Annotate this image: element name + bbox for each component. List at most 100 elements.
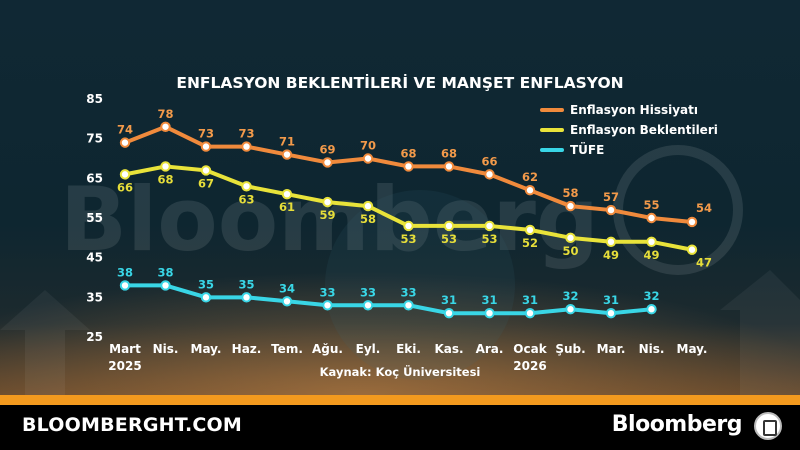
data-label: 50 [562, 244, 578, 258]
data-label: 70 [360, 139, 376, 153]
bloomberg-logo: Bloomberg [611, 412, 743, 437]
data-label: 66 [481, 154, 497, 168]
data-point [686, 216, 698, 228]
y-tick-label: 45 [86, 251, 103, 265]
data-point [605, 236, 617, 248]
series-lines [119, 121, 698, 319]
data-label: 58 [562, 186, 578, 200]
data-point [322, 157, 333, 168]
x-tick-label: Mart [109, 342, 141, 356]
x-tick-label: Eyl. [356, 342, 381, 356]
x-tick-label: Ağu. [312, 342, 343, 356]
data-label: 73 [198, 127, 214, 141]
y-tick-label: 35 [86, 290, 103, 304]
arrow-up-left-shape [0, 290, 90, 405]
site-url[interactable]: BLOOMBERGHT.COM [22, 414, 243, 436]
data-point [362, 300, 374, 311]
data-label: 33 [360, 285, 376, 299]
legend-label: TÜFE [570, 142, 604, 157]
background-photo: Bloomberg [0, 0, 800, 405]
ht-emblem-icon [754, 412, 782, 440]
data-label: 62 [522, 170, 538, 184]
data-label: 38 [117, 265, 133, 279]
data-label: 52 [522, 236, 538, 250]
data-label: 69 [319, 142, 335, 156]
x-tick-label: Haz. [232, 342, 262, 356]
legend-label: Enflasyon Beklentileri [570, 123, 718, 137]
data-point [524, 224, 536, 236]
data-point [281, 189, 293, 200]
data-point [565, 304, 576, 315]
data-point [646, 304, 657, 315]
y-tick-label: 65 [86, 171, 103, 185]
data-point [119, 280, 131, 291]
data-point [119, 137, 131, 148]
data-point [281, 149, 293, 160]
x-tick-label: Nis. [639, 342, 665, 356]
data-point [484, 308, 495, 319]
data-label: 38 [157, 265, 173, 279]
x-tick-label: Ocak [513, 342, 547, 356]
data-point [241, 141, 252, 152]
footer-accent-strip [0, 395, 800, 405]
y-tick-label: 85 [86, 92, 103, 106]
data-point [646, 236, 657, 248]
x-tick-label: Ara. [476, 342, 504, 356]
x-year-label: 2026 [513, 359, 546, 373]
data-label: 66 [117, 180, 133, 194]
data-point [686, 244, 698, 255]
data-label: 74 [117, 123, 133, 137]
data-point [403, 300, 414, 311]
line-chart: ENFLASYON BEKLENTİLERİ VE MANŞET ENFLASY… [86, 73, 718, 379]
data-point [484, 220, 495, 232]
data-label: 31 [603, 293, 619, 307]
data-label: 53 [481, 232, 497, 246]
data-point [241, 181, 252, 192]
data-label: 73 [238, 127, 254, 141]
data-point [160, 161, 171, 172]
data-point [605, 204, 617, 216]
data-labels: 74 78 73 73 71 69 70 68 68 66 62 58 57 55 54 66 68 67 63 61… [117, 107, 712, 307]
data-point [646, 212, 657, 224]
data-point [484, 169, 495, 180]
data-label: 47 [696, 256, 712, 270]
data-point [200, 292, 212, 303]
data-point [160, 121, 171, 132]
data-label: 34 [279, 281, 295, 295]
x-tick-label: Eki. [396, 342, 421, 356]
data-label: 59 [319, 208, 335, 222]
x-tick-label: Mar. [597, 342, 626, 356]
bloomberg-watermark: Bloomberg [60, 168, 599, 271]
data-point [443, 220, 455, 232]
data-label: 68 [441, 146, 457, 160]
data-point [565, 232, 576, 244]
x-year-label: 2025 [108, 359, 141, 373]
data-point [200, 141, 212, 152]
data-point [524, 185, 536, 196]
arrow-up-right-shape [720, 270, 800, 405]
data-point [322, 300, 333, 311]
data-label: 68 [400, 146, 416, 160]
source-note: Kaynak: Koç Üniversitesi [320, 364, 481, 379]
data-point [281, 296, 293, 307]
data-label: 49 [643, 248, 659, 262]
x-tick-label: Nis. [153, 342, 179, 356]
x-tick-label: May. [191, 342, 222, 356]
data-label: 53 [441, 232, 457, 246]
y-tick-label: 55 [86, 211, 103, 225]
y-axis: 25 35 45 55 65 75 85 [86, 92, 103, 344]
data-point [403, 220, 414, 232]
data-label: 54 [696, 201, 712, 215]
footer-bar: BLOOMBERGHT.COM Bloomberg [0, 405, 800, 450]
data-point [241, 292, 252, 303]
data-label: 71 [279, 135, 295, 149]
glass-jar-shape [325, 190, 515, 380]
series-line [123, 283, 654, 316]
y-tick-label: 75 [86, 132, 103, 146]
data-point [524, 308, 536, 319]
data-label: 53 [400, 232, 416, 246]
data-label: 31 [441, 293, 457, 307]
data-point [565, 200, 576, 212]
data-label: 58 [360, 212, 376, 226]
data-label: 78 [157, 107, 173, 121]
